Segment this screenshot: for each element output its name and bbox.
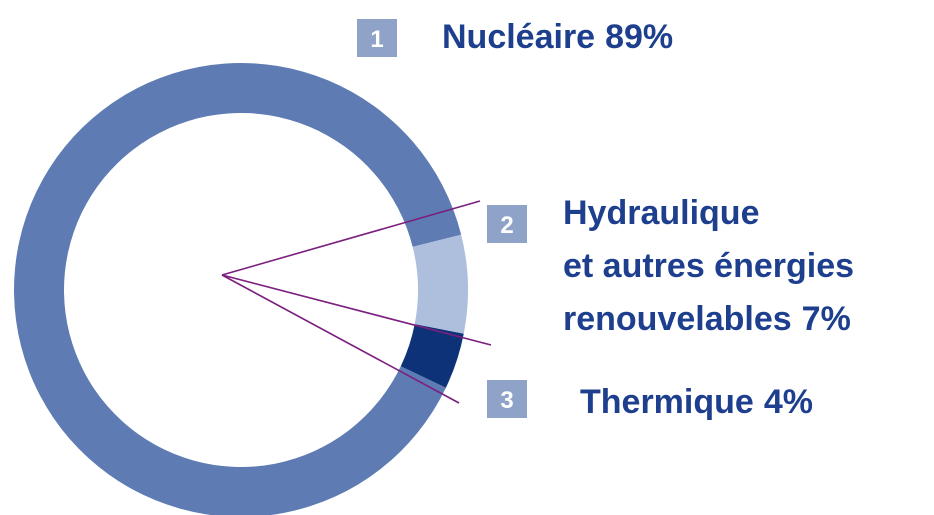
donut-slice	[14, 63, 462, 515]
category-label: et autres énergies	[563, 247, 854, 285]
number: 1	[370, 26, 383, 53]
leader-lines	[221, 200, 492, 404]
leader-line	[221, 274, 460, 404]
category-label: Hydraulique	[563, 194, 759, 232]
category-label: Thermique	[580, 383, 754, 421]
donut	[14, 63, 469, 515]
donut-slice	[412, 234, 469, 334]
donut-slice	[400, 324, 464, 388]
slice-label: Hydraulique et autres énergies renouvelabl…	[563, 194, 854, 338]
labels: 1 Nucléaire 89% 2 Hydraulique et autres énerg…	[357, 18, 854, 421]
number-box	[357, 19, 397, 57]
category-label: renouvelables	[563, 300, 792, 338]
slice-label: Nucléaire 89%	[442, 18, 673, 56]
value-label: 4%	[764, 383, 813, 421]
slice-label: Thermique 4%	[580, 383, 813, 421]
category-label: Nucléaire	[442, 18, 595, 56]
value-label: 7%	[802, 300, 851, 338]
number: 3	[500, 387, 513, 414]
number-box	[487, 380, 527, 418]
leader-line	[221, 274, 492, 346]
value-label: 89%	[605, 18, 673, 56]
number-box	[487, 205, 527, 243]
leader-line	[221, 200, 481, 276]
number: 2	[500, 212, 513, 239]
